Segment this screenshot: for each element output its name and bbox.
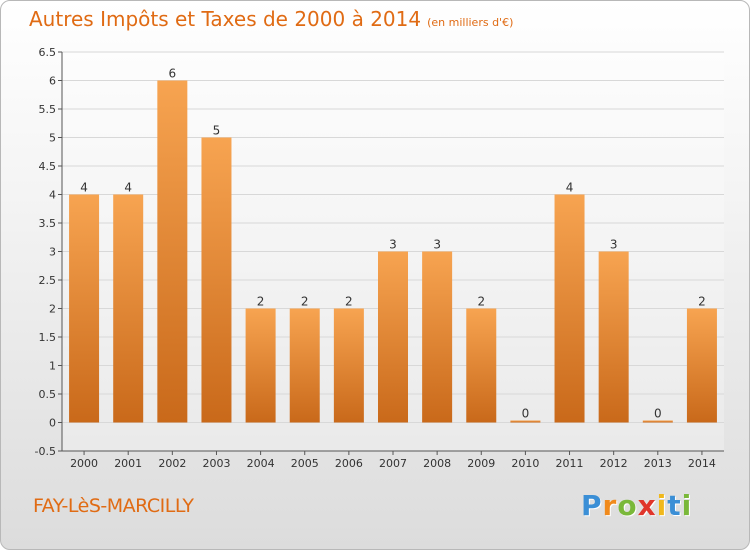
x-tick-label-2009: 2009 (467, 457, 495, 470)
x-tick-label-2014: 2014 (688, 457, 716, 470)
data-label-2001: 4 (124, 181, 132, 195)
data-label-2003: 5 (213, 124, 221, 138)
data-label-2006: 2 (345, 295, 353, 309)
data-label-2012: 3 (610, 238, 618, 252)
y-tick-label: 1.5 (39, 331, 57, 344)
data-label-2008: 3 (433, 238, 441, 252)
data-label-2002: 6 (169, 67, 177, 81)
bar-2004 (245, 308, 276, 423)
data-label-2011: 4 (566, 181, 574, 195)
chart-unit-label: (en milliers d'€) (427, 16, 514, 29)
y-tick-label: 2 (49, 303, 56, 316)
data-label-2000: 4 (80, 181, 88, 195)
y-tick-labels: -0.5 0 0.5 1 1.5 2 2.5 3 3.5 4 4.5 5 5.5 6 6.5 (35, 46, 62, 458)
x-tick-label-2004: 2004 (247, 457, 275, 470)
data-label-2007: 3 (389, 238, 397, 252)
y-tick-label: 6 (49, 75, 56, 88)
x-tick-label-2001: 2001 (114, 457, 142, 470)
x-tick-label-2007: 2007 (379, 457, 407, 470)
proxiti-logo: Proxiti (581, 489, 692, 522)
x-tick-label-2013: 2013 (644, 457, 672, 470)
logo-letter: i (656, 489, 668, 522)
data-label-2014: 2 (698, 295, 706, 309)
bar-2014 (686, 308, 717, 423)
y-tick-label: 3 (49, 246, 56, 259)
logo-letter: i (681, 489, 693, 522)
bar-2002 (157, 80, 188, 423)
x-tick-label-2008: 2008 (423, 457, 451, 470)
x-tick-label-2000: 2000 (70, 457, 98, 470)
logo-letter: o (617, 489, 638, 522)
data-label-2010: 0 (522, 407, 530, 421)
x-tick-labels: 2000 2001 2002 2003 2004 2005 2006 2007 2008 2009… (70, 451, 716, 470)
bar-2006 (333, 308, 364, 423)
logo-letter: t (667, 489, 682, 522)
bar-2008 (422, 251, 453, 423)
bar-2003 (201, 137, 232, 423)
bar-2010 (510, 420, 541, 423)
bar-2001 (113, 194, 144, 423)
data-label-2005: 2 (301, 295, 309, 309)
bars (69, 80, 717, 423)
x-tick-label-2005: 2005 (291, 457, 319, 470)
x-tick-label-2003: 2003 (202, 457, 230, 470)
x-tick-label-2011: 2011 (556, 457, 584, 470)
x-tick-label-2012: 2012 (600, 457, 628, 470)
chart-title: Autres Impôts et Taxes de 2000 à 2014 (en… (29, 7, 513, 31)
bar-2005 (289, 308, 320, 423)
y-tick-label: 0 (49, 417, 56, 430)
bar-2000 (69, 194, 100, 423)
x-tick-label-2006: 2006 (335, 457, 363, 470)
bar-2009 (466, 308, 497, 423)
y-tick-label: 3.5 (39, 217, 57, 230)
y-tick-label: 4 (49, 189, 56, 202)
bar-2007 (378, 251, 408, 423)
logo-letter: x (637, 489, 657, 522)
data-label-2009: 2 (477, 295, 485, 309)
data-labels: 4 4 6 5 2 2 2 3 3 2 0 4 3 0 2 (80, 67, 706, 421)
bar-2013 (642, 420, 673, 423)
y-tick-label: 0.5 (39, 388, 57, 401)
logo-letter: r (602, 489, 618, 522)
data-label-2013: 0 (654, 407, 662, 421)
y-tick-label: 1 (49, 360, 56, 373)
y-tick-label: 2.5 (39, 274, 57, 287)
data-label-2004: 2 (257, 295, 265, 309)
x-tick-label-2010: 2010 (511, 457, 539, 470)
y-tick-label: -0.5 (35, 445, 56, 458)
bar-2011 (554, 194, 585, 423)
y-tick-label: 5.5 (39, 103, 57, 116)
y-tick-label: 5 (49, 132, 56, 145)
y-tick-label: 4.5 (39, 160, 57, 173)
y-tick-label: 6.5 (39, 46, 57, 59)
place-name: FAY-LèS-MARCILLY (33, 495, 194, 517)
logo-letter: P (581, 489, 603, 522)
bar-2012 (598, 251, 629, 423)
x-tick-label-2002: 2002 (158, 457, 186, 470)
chart-title-text: Autres Impôts et Taxes de 2000 à 2014 (29, 7, 422, 31)
